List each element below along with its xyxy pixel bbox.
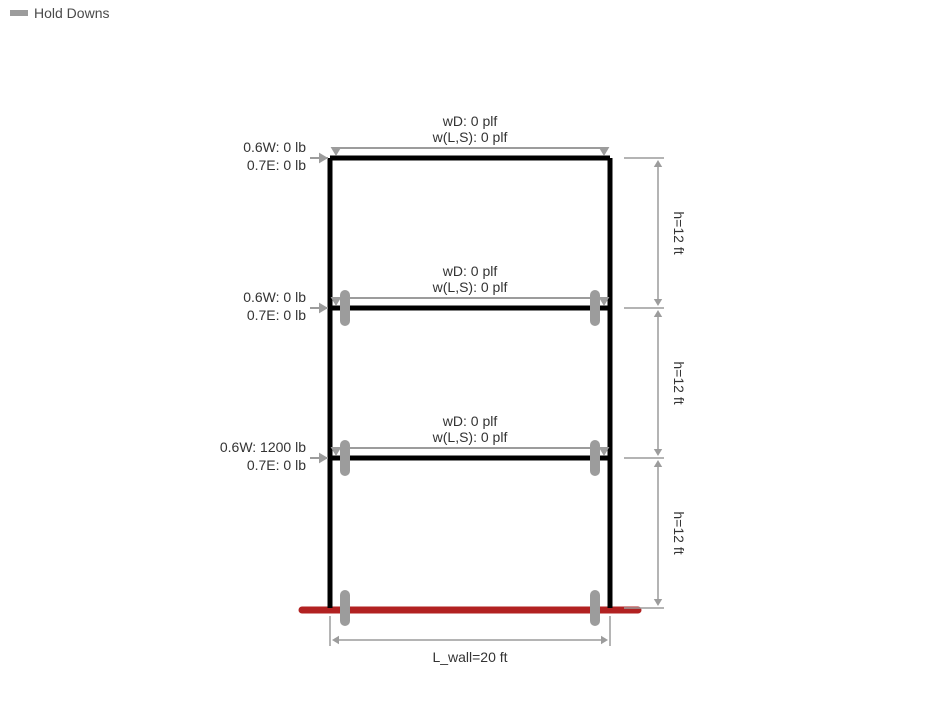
height-dim-label-2: h=12 ft bbox=[671, 511, 687, 554]
hold-down-4 bbox=[340, 590, 350, 626]
hold-down-2 bbox=[340, 440, 350, 476]
legend-label: Hold Downs bbox=[34, 5, 109, 21]
lateral-load-e-0: 0.7E: 0 lb bbox=[247, 157, 306, 173]
legend-swatch bbox=[10, 10, 28, 16]
dist-load-wd-0: wD: 0 plf bbox=[442, 113, 498, 129]
hold-down-0 bbox=[340, 290, 350, 326]
dist-load-wd-2: wD: 0 plf bbox=[442, 413, 498, 429]
lateral-load-e-2: 0.7E: 0 lb bbox=[247, 457, 306, 473]
width-dim-label: L_wall=20 ft bbox=[432, 649, 507, 665]
lateral-load-w-0: 0.6W: 0 lb bbox=[243, 139, 306, 155]
height-dim-label-1: h=12 ft bbox=[671, 361, 687, 404]
lateral-load-w-2: 0.6W: 1200 lb bbox=[220, 439, 306, 455]
wall-diagram: wD: 0 plfw(L,S): 0 plfwD: 0 plfw(L,S): 0… bbox=[0, 0, 944, 708]
dist-load-wls-2: w(L,S): 0 plf bbox=[432, 429, 508, 445]
dist-load-wls-0: w(L,S): 0 plf bbox=[432, 129, 508, 145]
hold-down-5 bbox=[590, 590, 600, 626]
dist-load-wls-1: w(L,S): 0 plf bbox=[432, 279, 508, 295]
hold-down-3 bbox=[590, 440, 600, 476]
lateral-load-e-1: 0.7E: 0 lb bbox=[247, 307, 306, 323]
height-dim-label-0: h=12 ft bbox=[671, 211, 687, 254]
hold-down-1 bbox=[590, 290, 600, 326]
dist-load-wd-1: wD: 0 plf bbox=[442, 263, 498, 279]
legend: Hold Downs bbox=[10, 5, 109, 21]
lateral-load-w-1: 0.6W: 0 lb bbox=[243, 289, 306, 305]
